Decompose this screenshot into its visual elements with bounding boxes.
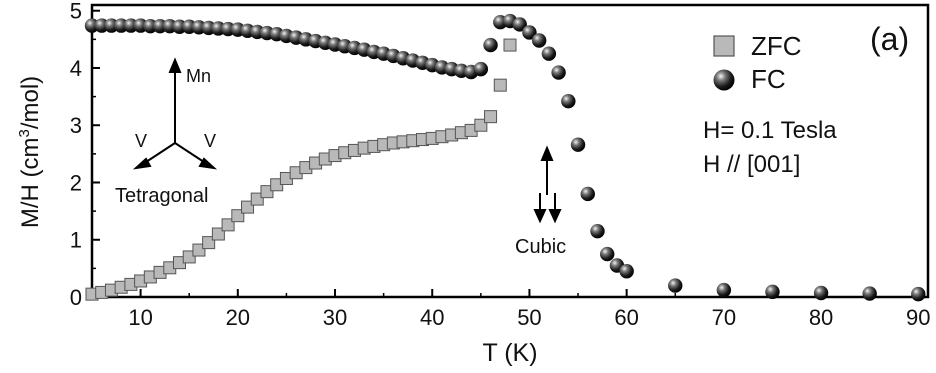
cubic-diagram — [533, 145, 562, 224]
zfc-point — [202, 236, 216, 250]
v-left-label: V — [135, 131, 147, 151]
fc-point — [522, 25, 537, 40]
legend-fc-marker — [713, 69, 735, 91]
zfc-point — [260, 185, 274, 199]
tetragonal-diagram — [132, 57, 218, 170]
direction-annotation: H // [001] — [703, 151, 800, 178]
field-annotation: H= 0.1 Tesla — [703, 117, 837, 144]
x-tick-label: 90 — [906, 305, 930, 330]
v-right-arrowhead — [198, 157, 218, 170]
plot-border — [90, 3, 930, 299]
mn-arrowhead — [168, 57, 182, 73]
fc-point — [590, 223, 605, 239]
fc-point — [813, 285, 829, 301]
tetragonal-label: Tetragonal — [115, 185, 208, 207]
x-tick-label: 50 — [517, 305, 541, 330]
fc-point — [600, 246, 615, 262]
plot-area — [90, 3, 930, 299]
zfc-point — [484, 110, 498, 124]
v-left-arrowhead — [132, 157, 152, 170]
x-tick-label: 20 — [226, 305, 250, 330]
fc-point — [580, 186, 595, 202]
fc-point — [668, 278, 683, 293]
y-tick-label: 4 — [70, 56, 82, 81]
y-tick-label: 1 — [70, 228, 82, 253]
x-tick-label: 40 — [420, 305, 444, 330]
cubic-down-arrowhead-right — [548, 209, 562, 224]
zfc-point — [503, 38, 517, 52]
fc-point — [561, 93, 576, 109]
fc-point — [862, 286, 877, 301]
y-tick-label: 0 — [70, 285, 82, 310]
zfc-point — [231, 209, 245, 223]
fc-point — [531, 33, 547, 48]
zfc-point — [493, 78, 507, 92]
fc-point — [483, 37, 498, 53]
fc-point — [765, 284, 780, 300]
zfc-point — [211, 227, 225, 241]
legend: ZFC FC — [713, 31, 802, 94]
x-tick-label: 70 — [712, 305, 736, 330]
fc-point — [570, 137, 586, 152]
x-axis-label: T (K) — [482, 339, 537, 367]
x-tick-label: 80 — [809, 305, 833, 330]
fc-point — [551, 65, 566, 80]
panel-label: (a) — [870, 21, 909, 57]
legend-zfc-label: ZFC — [751, 31, 802, 61]
fc-point — [911, 286, 926, 302]
cubic-label: Cubic — [515, 236, 566, 258]
series-fc — [84, 13, 926, 302]
fc-point — [512, 17, 527, 32]
fc-point — [716, 282, 732, 298]
zfc-point — [250, 192, 264, 206]
zfc-point — [182, 250, 196, 264]
y-tick-label: 2 — [70, 170, 82, 195]
fc-point — [619, 264, 634, 279]
x-tick-label: 30 — [323, 305, 347, 330]
cubic-up-arrowhead — [540, 145, 554, 161]
legend-fc-label: FC — [751, 64, 786, 94]
mn-label: Mn — [186, 66, 211, 86]
zfc-point — [221, 218, 235, 232]
y-tick-label: 5 — [70, 0, 82, 24]
cubic-down-arrowhead-left — [533, 209, 547, 224]
y-axis-label: M/H (cm3/mol) — [16, 76, 44, 228]
series-zfc — [85, 38, 517, 301]
zfc-point — [474, 118, 488, 132]
x-tick-label: 60 — [614, 305, 638, 330]
fc-point — [473, 61, 489, 77]
y-tick-label: 3 — [70, 113, 82, 138]
v-right-label: V — [204, 131, 216, 151]
legend-zfc-marker — [713, 35, 735, 57]
zfc-point — [241, 200, 255, 214]
v-left-arrow — [142, 142, 176, 165]
y-axis: 0 1 2 3 4 5 — [70, 0, 100, 310]
x-axis: 10 20 30 40 50 60 70 80 90 — [91, 289, 931, 330]
fc-point — [541, 46, 557, 61]
x-tick-label: 10 — [128, 305, 152, 330]
zfc-point — [192, 243, 206, 257]
v-right-arrow — [174, 142, 208, 165]
